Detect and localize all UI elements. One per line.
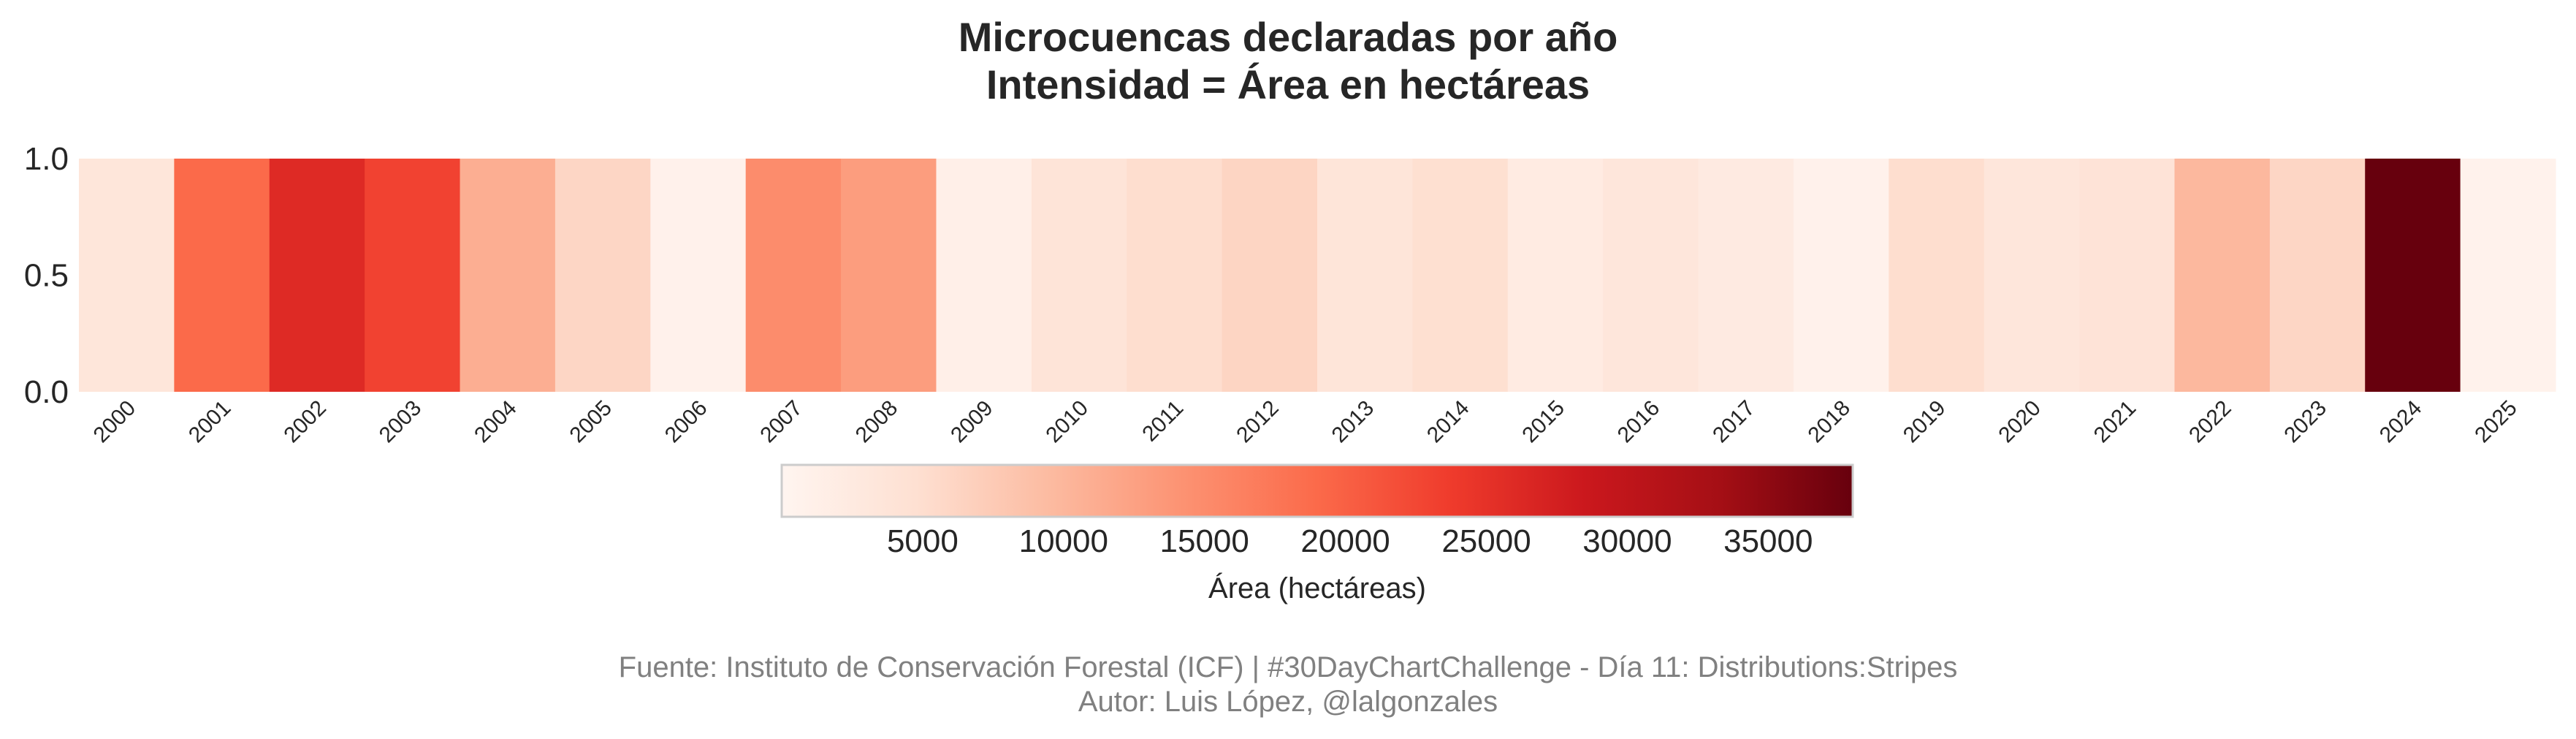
colorbar-gradient	[780, 463, 1854, 518]
colorbar: 5000 10000 15000 20000 25000 30000 35000 Área …	[780, 463, 1854, 605]
stripe-2015	[1507, 159, 1604, 392]
x-tick-label-2000: 2000	[89, 396, 141, 448]
stripe-2016	[1603, 159, 1699, 392]
stripe-2010	[1031, 159, 1127, 392]
chart-subtitle: Intensidad = Área en hectáreas	[986, 61, 1590, 107]
x-tick-label-2008: 2008	[851, 396, 903, 448]
stripe-2019	[1889, 159, 1985, 392]
y-tick-label: 0.5	[24, 258, 69, 294]
stripe-2020	[1984, 159, 2080, 392]
stripe-2018	[1793, 159, 1889, 392]
x-tick-label-2020: 2020	[1994, 396, 2046, 448]
stripe-2011	[1127, 159, 1223, 392]
stripe-2000	[79, 159, 175, 392]
stripe-2025	[2460, 159, 2556, 392]
y-axis: 0.0 0.5 1.0	[24, 141, 69, 410]
x-tick-label-2017: 2017	[1708, 396, 1760, 448]
stripe-2017	[1698, 159, 1794, 392]
colorbar-tick-label: 30000	[1582, 523, 1672, 559]
colorbar-tick-label: 20000	[1300, 523, 1390, 559]
x-tick-label-2011: 2011	[1138, 396, 1188, 447]
x-tick-label-2001: 2001	[184, 396, 236, 448]
stripe-2021	[2079, 159, 2176, 392]
x-tick-label-2007: 2007	[755, 396, 807, 448]
x-axis: 2000 2001 2002 2003 2004 2005 2006 2007 2008 2009…	[89, 396, 2522, 448]
x-tick-label-2002: 2002	[279, 396, 331, 448]
colorbar-tick-label: 35000	[1723, 523, 1813, 559]
x-tick-label-2014: 2014	[1422, 396, 1474, 448]
stripe-2001	[174, 159, 270, 392]
x-tick-label-2024: 2024	[2375, 396, 2427, 448]
x-tick-label-2010: 2010	[1041, 396, 1093, 448]
x-tick-label-2019: 2019	[1899, 396, 1951, 448]
x-tick-label-2025: 2025	[2470, 396, 2522, 448]
stripe-2022	[2174, 159, 2271, 392]
x-tick-label-2023: 2023	[2279, 396, 2331, 448]
x-tick-label-2012: 2012	[1232, 396, 1284, 448]
stripe-2024	[2365, 159, 2461, 392]
colorbar-label: Área (hectáreas)	[1208, 572, 1426, 605]
stripe-2023	[2269, 159, 2366, 392]
chart-title: Microcuencas declaradas por año	[959, 14, 1618, 60]
colorbar-tick-label: 25000	[1441, 523, 1531, 559]
stripe-2004	[460, 159, 556, 392]
x-tick-label-2022: 2022	[2184, 396, 2236, 448]
x-tick-label-2021: 2021	[2089, 396, 2141, 448]
stripe-2007	[745, 159, 842, 392]
footer-source: Fuente: Instituto de Conservación Forest…	[619, 651, 1958, 683]
y-tick-label: 1.0	[24, 141, 69, 177]
stripe-2006	[650, 159, 747, 392]
colorbar-tick-label: 5000	[887, 523, 959, 559]
stripe-2012	[1222, 159, 1318, 392]
x-tick-label-2016: 2016	[1613, 396, 1665, 448]
x-tick-label-2005: 2005	[565, 396, 617, 448]
stripe-2003	[365, 159, 461, 392]
stripe-2013	[1317, 159, 1413, 392]
x-tick-label-2004: 2004	[470, 396, 522, 448]
x-tick-label-2015: 2015	[1517, 396, 1569, 448]
stripe-2005	[555, 159, 651, 392]
stripe-2014	[1412, 159, 1509, 392]
footer-author: Autor: Luis López, @lalgonzales	[1078, 686, 1498, 718]
x-tick-label-2018: 2018	[1804, 396, 1856, 448]
colorbar-tick-label: 15000	[1160, 523, 1249, 559]
stripe-2009	[936, 159, 1032, 392]
stripe-2008	[841, 159, 937, 392]
x-tick-label-2003: 2003	[375, 396, 427, 448]
stripes-group	[79, 159, 2556, 392]
y-tick-label: 0.0	[24, 374, 69, 410]
colorbar-ticks: 5000 10000 15000 20000 25000 30000 35000	[887, 523, 1813, 559]
x-tick-label-2013: 2013	[1327, 396, 1379, 448]
x-tick-label-2009: 2009	[946, 396, 998, 448]
stripe-2002	[269, 159, 365, 392]
colorbar-tick-label: 10000	[1019, 523, 1108, 559]
x-tick-label-2006: 2006	[660, 396, 712, 448]
